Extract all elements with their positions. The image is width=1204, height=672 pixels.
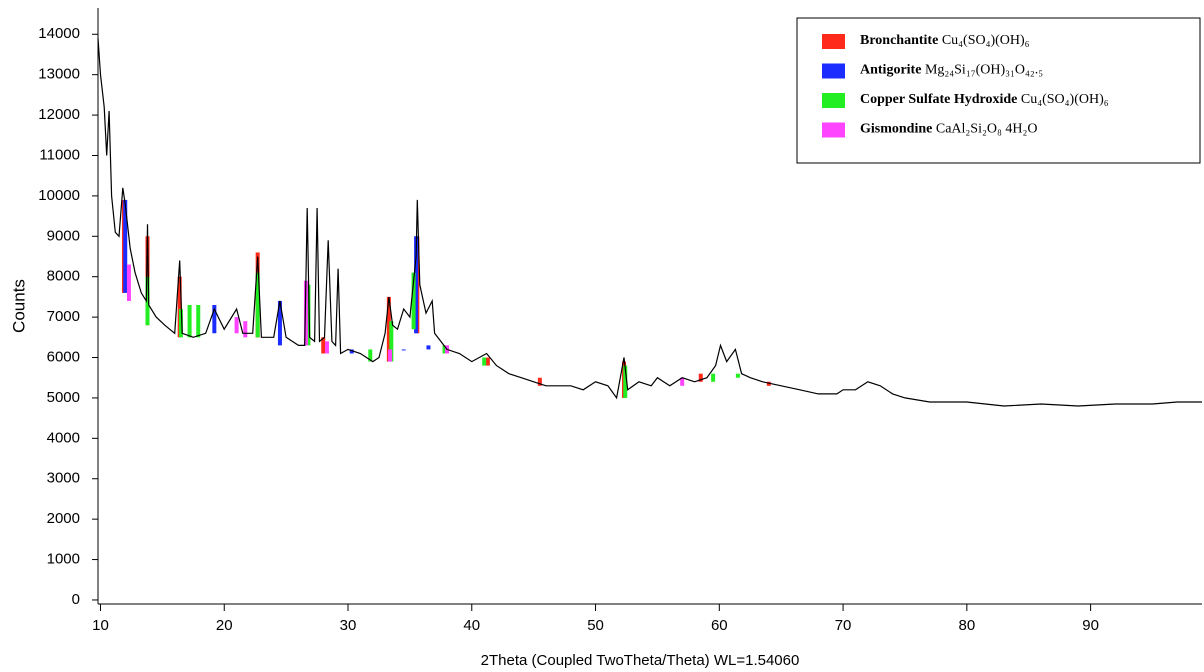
legend-entry: Antigorite Mg₂₄Si₁₇(OH)₃₁O₄₂.₅: [860, 63, 1043, 78]
legend-swatch: [822, 63, 845, 79]
y-tick-label: 1000: [47, 551, 80, 568]
legend-name: Gismondine: [860, 122, 932, 137]
phase-stick: [388, 349, 393, 362]
phase-sticks: [121, 199, 771, 398]
phase-stick: [368, 349, 373, 362]
phase-stick: [349, 349, 354, 354]
phase-stick: [243, 321, 248, 338]
legend-swatch: [822, 93, 845, 108]
y-tick-label: 10000: [38, 187, 80, 204]
legend-formula: CaAl₂Si₂O₈ 4H₂O: [936, 122, 1038, 137]
y-tick-label: 4000: [47, 429, 80, 446]
legend-formula: Mg₂₄Si₁₇(OH)₃₁O₄₂.₅: [925, 63, 1043, 78]
phase-stick: [255, 272, 260, 338]
phase-stick: [306, 284, 311, 346]
x-tick-label: 20: [216, 617, 233, 634]
phase-stick: [177, 276, 182, 338]
phase-stick: [537, 377, 542, 386]
phase-stick: [680, 377, 685, 386]
x-tick-label: 50: [587, 617, 604, 634]
phase-stick: [126, 264, 131, 301]
y-tick-label: 8000: [47, 268, 80, 285]
phase-stick: [485, 357, 490, 366]
phase-stick: [324, 341, 329, 354]
phase-stick: [389, 321, 394, 362]
y-tick-label: 12000: [38, 106, 80, 123]
phase-stick: [482, 357, 487, 366]
y-tick-label: 0: [72, 591, 80, 608]
phase-stick: [698, 373, 703, 382]
y-tick-label: 14000: [38, 25, 80, 42]
legend-entry: Gismondine CaAl₂Si₂O₈ 4H₂O: [860, 122, 1037, 137]
x-tick-label: 40: [463, 617, 480, 634]
phase-stick: [212, 304, 217, 334]
legend-name: Copper Sulfate Hydroxide: [860, 92, 1017, 107]
x-tick-label: 10: [92, 617, 109, 634]
phase-stick: [386, 296, 391, 362]
x-tick-label: 60: [711, 617, 728, 634]
x-tick-label: 30: [340, 617, 357, 634]
y-tick-label: 3000: [47, 470, 80, 487]
legend-formula: Cu₄(SO₄)(OH)₆: [942, 33, 1030, 48]
phase-stick: [187, 304, 192, 338]
y-tick-label: 7000: [47, 308, 80, 325]
legend-entry: Bronchantite Cu₄(SO₄)(OH)₆: [860, 33, 1030, 48]
y-tick-label: 5000: [47, 389, 80, 406]
y-tick-label: 6000: [47, 348, 80, 365]
phase-stick: [442, 345, 447, 354]
phase-stick: [623, 365, 628, 398]
y-tick-label: 2000: [47, 510, 80, 527]
legend-box: [796, 17, 1201, 164]
y-tick-label: 11000: [39, 146, 80, 163]
phase-stick: [321, 337, 326, 354]
phase-stick: [711, 373, 716, 382]
legend-name: Antigorite: [860, 63, 921, 78]
phase-stick: [145, 276, 150, 326]
phase-stick: [401, 349, 406, 351]
x-tick-label: 80: [958, 617, 975, 634]
legend-name: Bronchantite: [860, 33, 938, 48]
phase-stick: [414, 236, 419, 334]
y-tick-label: 13000: [38, 66, 80, 83]
phase-stick: [411, 272, 416, 330]
phase-stick: [303, 280, 308, 346]
phase-stick: [426, 345, 431, 350]
legend-swatch: [822, 34, 845, 49]
phase-stick: [196, 304, 201, 338]
x-tick-label: 90: [1082, 617, 1099, 634]
legend-formula: Cu₄(SO₄)(OH)₆: [1021, 92, 1109, 107]
phase-stick: [234, 317, 239, 334]
x-tick-label: 70: [835, 617, 852, 634]
x-axis-label: 2Theta (Coupled TwoTheta/Theta) WL=1.540…: [481, 652, 800, 669]
legend-entry: Copper Sulfate Hydroxide Cu₄(SO₄)(OH)₆: [860, 92, 1109, 107]
phase-stick: [123, 199, 128, 293]
phase-stick: [277, 300, 282, 346]
phase-stick: [766, 381, 771, 386]
y-axis-label: Counts: [9, 279, 28, 333]
legend-swatch: [822, 122, 845, 138]
xrd-trace: [97, 38, 1202, 407]
phase-stick: [735, 373, 740, 378]
y-tick-label: 9000: [47, 227, 80, 244]
phase-stick: [178, 309, 183, 338]
